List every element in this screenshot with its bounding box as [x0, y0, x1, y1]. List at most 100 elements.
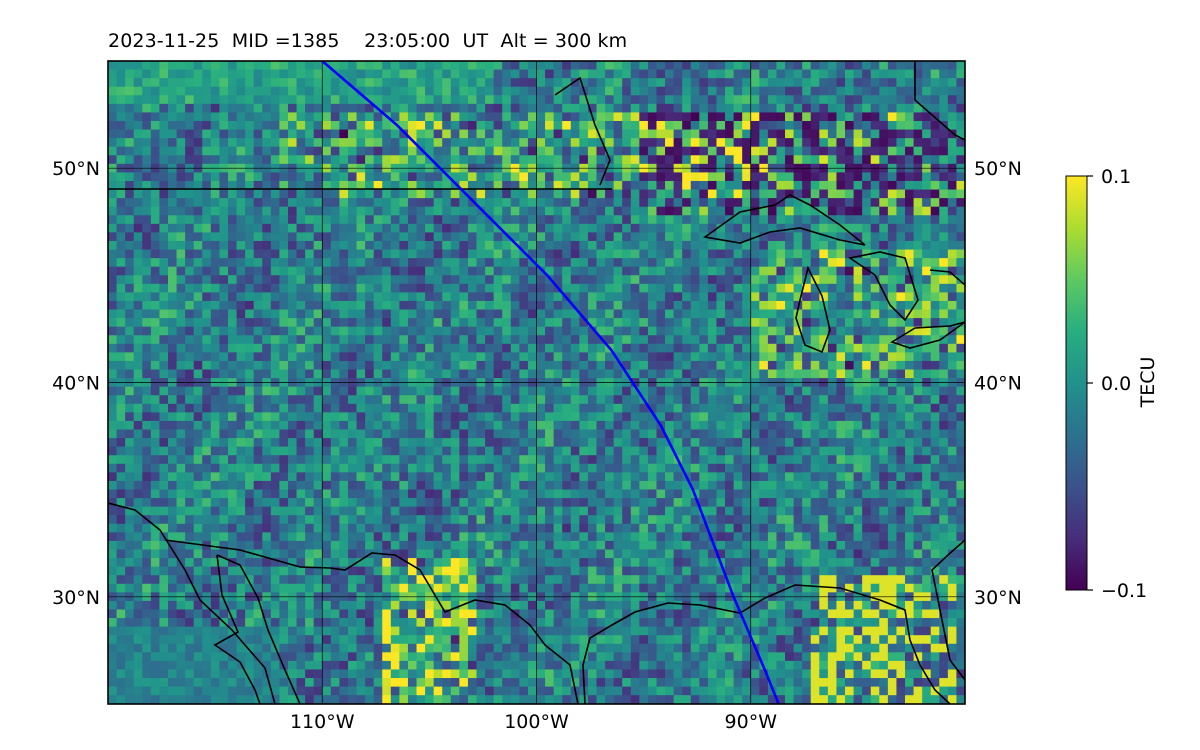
heat-cell [467, 343, 477, 353]
heat-cell [656, 240, 666, 250]
heat-cell [425, 138, 435, 148]
heat-cell [219, 206, 229, 216]
heat-cell [510, 138, 520, 148]
heat-cell [399, 120, 409, 130]
heat-cell [116, 318, 126, 328]
heat-cell [227, 172, 237, 182]
heat-cell [536, 240, 546, 250]
heat-cell [622, 189, 632, 199]
heat-cell [545, 155, 555, 165]
heat-cell [527, 386, 537, 396]
heat-cell [236, 215, 246, 225]
heat-cell [382, 403, 392, 413]
heat-cell [836, 198, 846, 208]
heat-cell [425, 395, 435, 405]
heat-cell [862, 155, 872, 165]
heat-cell [262, 360, 272, 370]
heat-cell [896, 223, 906, 233]
heat-cell [913, 335, 923, 345]
heat-cell [116, 103, 126, 113]
heat-cell [716, 61, 726, 70]
heat-cell [673, 472, 683, 482]
heat-cell [887, 69, 897, 79]
heat-cell [365, 386, 375, 396]
heat-cell [227, 309, 237, 319]
heat-cell [862, 189, 872, 199]
heat-cell [682, 266, 692, 276]
heat-cell [425, 146, 435, 156]
heat-cell [742, 249, 752, 259]
heat-cell [313, 343, 323, 353]
heat-cell [622, 129, 632, 139]
heat-cell [133, 78, 143, 88]
heat-cell [947, 412, 957, 422]
heat-cell [416, 120, 426, 130]
heat-cell [133, 369, 143, 379]
heat-cell [622, 155, 632, 165]
heat-cell [725, 189, 735, 199]
heat-cell [913, 138, 923, 148]
heat-cell [407, 258, 417, 268]
heat-cell [442, 300, 452, 310]
heat-cell [476, 258, 486, 268]
heat-cell [322, 146, 332, 156]
heat-cell [245, 369, 255, 379]
heat-cell [313, 463, 323, 473]
heat-cell [193, 386, 203, 396]
heat-cell [939, 455, 949, 465]
heat-cell [887, 129, 897, 139]
heat-cell [382, 480, 392, 490]
heat-cell [425, 206, 435, 216]
heat-cell [682, 69, 692, 79]
heat-cell [699, 103, 709, 113]
heat-cell [750, 420, 760, 430]
heat-cell [579, 189, 589, 199]
heat-cell [313, 95, 323, 105]
heat-cell [527, 223, 537, 233]
heat-cell [605, 240, 615, 250]
heat-cell [382, 300, 392, 310]
heat-cell [450, 326, 460, 336]
heat-cell [450, 360, 460, 370]
heat-cell [639, 146, 649, 156]
heat-cell [519, 429, 529, 439]
heat-cell [699, 120, 709, 130]
heat-cell [562, 463, 572, 473]
heat-cell [253, 343, 263, 353]
heat-cell [219, 352, 229, 362]
heat-cell [750, 129, 760, 139]
heat-cell [596, 258, 606, 268]
heat-cell [202, 386, 212, 396]
heat-cell [296, 438, 306, 448]
heat-cell [947, 172, 957, 182]
heat-cell [193, 206, 203, 216]
heat-cell [733, 232, 743, 242]
heat-cell [639, 103, 649, 113]
heat-cell [425, 198, 435, 208]
heat-cell [296, 386, 306, 396]
heat-cell [939, 215, 949, 225]
heat-cell [579, 240, 589, 250]
heat-cell [785, 198, 794, 208]
heat-cell [425, 69, 435, 79]
heat-cell [896, 275, 906, 285]
heat-cell [262, 249, 272, 259]
heat-cell [939, 198, 949, 208]
heat-cell [459, 420, 469, 430]
heat-cell [845, 189, 854, 199]
heat-cell [382, 463, 392, 473]
heat-cell [750, 103, 760, 113]
heat-cell [108, 335, 117, 345]
tec-heatmap [108, 61, 965, 704]
heat-cell [922, 455, 932, 465]
heat-cell [219, 300, 229, 310]
heat-cell [570, 352, 580, 362]
heat-cell [665, 369, 675, 379]
heat-cell [827, 292, 837, 302]
heat-cell [913, 146, 923, 156]
heat-cell [270, 403, 280, 413]
heat-cell [202, 86, 212, 96]
heat-cell [176, 292, 186, 302]
heat-cell [399, 386, 409, 396]
heat-cell [733, 146, 743, 156]
